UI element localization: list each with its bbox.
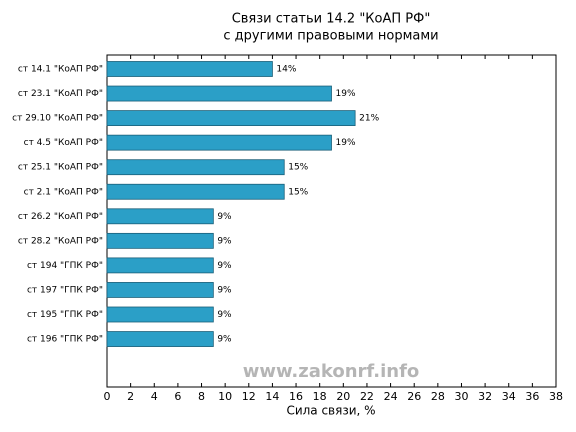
x-tick-label: 38 (549, 390, 563, 403)
x-tick-label: 4 (151, 390, 158, 403)
x-tick-label: 12 (242, 390, 256, 403)
value-label: 19% (336, 138, 356, 148)
y-tick-label: ст 23.1 "КоАП РФ" (18, 89, 103, 99)
x-tick-label: 28 (431, 390, 445, 403)
x-tick-label: 36 (525, 390, 539, 403)
y-tick-label: ст 4.5 "КоАП РФ" (24, 138, 103, 148)
y-tick-label: ст 194 "ГПК РФ" (27, 261, 103, 271)
bar (106, 208, 214, 225)
bar (106, 110, 356, 126)
value-label: 9% (217, 335, 232, 345)
bar (106, 306, 214, 323)
value-label: 15% (288, 163, 308, 173)
y-tick-label: ст 196 "ГПК РФ" (27, 335, 103, 345)
bar (106, 159, 285, 176)
y-tick-label: ст 195 "ГПК РФ" (27, 310, 103, 320)
bar (106, 331, 214, 347)
x-tick-label: 14 (265, 390, 279, 403)
y-tick-label: ст 25.1 "КоАП РФ" (18, 163, 103, 173)
value-label: 19% (336, 89, 356, 99)
x-tick-label: 30 (454, 390, 468, 403)
bar (106, 282, 214, 298)
x-tick-label: 0 (104, 390, 111, 403)
value-label: 9% (217, 261, 232, 271)
bar (106, 232, 214, 249)
value-label: 9% (217, 310, 232, 320)
watermark: www.zakonrf.info (243, 361, 420, 382)
y-tick-label: ст 2.1 "КоАП РФ" (24, 187, 103, 197)
y-tick-label: ст 29.10 "КоАП РФ" (12, 114, 103, 124)
bar (106, 134, 332, 151)
x-tick-label: 26 (407, 390, 421, 403)
chart-subtitle: с другими правовыми нормами (223, 29, 438, 44)
x-axis-label: Сила связи, % (286, 404, 375, 418)
bar (106, 183, 285, 200)
y-tick-label: ст 14.1 "КоАП РФ" (18, 65, 103, 75)
x-tick-label: 6 (174, 390, 181, 403)
value-label: 21% (359, 114, 379, 124)
x-tick-label: 20 (336, 390, 350, 403)
y-tick-label: ст 197 "ГПК РФ" (27, 285, 103, 295)
value-label: 15% (288, 187, 308, 197)
x-tick-label: 24 (384, 390, 398, 403)
bar (106, 257, 214, 274)
x-tick-label: 10 (218, 390, 232, 403)
value-label: 14% (276, 65, 296, 75)
x-tick-label: 32 (478, 390, 492, 403)
value-label: 9% (217, 285, 232, 295)
value-label: 9% (217, 236, 232, 246)
y-tick-label: ст 26.2 "КоАП РФ" (18, 212, 103, 222)
bar (106, 61, 273, 77)
x-tick-label: 2 (127, 390, 134, 403)
x-tick-label: 18 (313, 390, 327, 403)
y-tick-label: ст 28.2 "КоАП РФ" (18, 236, 103, 246)
x-tick-label: 22 (360, 390, 374, 403)
x-tick-label: 16 (289, 390, 303, 403)
x-tick-label: 34 (502, 390, 516, 403)
chart-title: Связи статьи 14.2 "КоАП РФ" (232, 12, 431, 27)
x-tick-label: 8 (198, 390, 205, 403)
value-label: 9% (217, 212, 232, 222)
bar (106, 85, 332, 102)
